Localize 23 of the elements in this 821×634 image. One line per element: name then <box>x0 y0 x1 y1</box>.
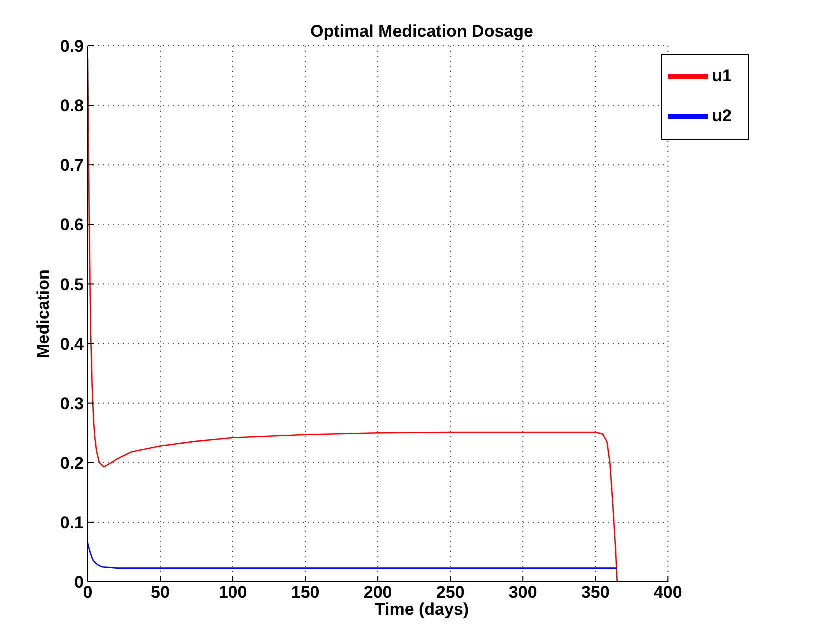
y-tick-label: 0.5 <box>60 275 84 294</box>
x-tick-label: 350 <box>581 583 610 602</box>
x-tick-label: 150 <box>291 583 320 602</box>
y-tick-label: 0.6 <box>60 216 84 235</box>
legend-label: u2 <box>712 106 732 126</box>
y-tick-label: 0.2 <box>60 454 84 473</box>
x-tick-label: 300 <box>508 583 538 602</box>
line-series <box>88 542 618 569</box>
x-tick-label: 400 <box>654 583 682 602</box>
x-tick-label: 200 <box>364 583 392 602</box>
x-tick-label: 250 <box>436 583 465 602</box>
x-axis-title: Time (days) <box>374 600 470 619</box>
x-tick-label: 100 <box>218 583 248 602</box>
y-tick-label: 0.9 <box>60 37 84 56</box>
y-tick-label: 0.8 <box>60 96 84 116</box>
y-tick-label: 0.3 <box>60 394 84 414</box>
y-tick-label: 0.7 <box>60 156 84 176</box>
y-axis-title: Medication <box>34 270 54 358</box>
legend-label: u1 <box>712 66 732 86</box>
x-tick-label: 50 <box>151 583 170 602</box>
y-tick-label: 0.1 <box>60 513 84 532</box>
y-tick-label: 0.4 <box>60 334 85 354</box>
chart-title: Optimal Medication Dosage <box>310 22 534 42</box>
